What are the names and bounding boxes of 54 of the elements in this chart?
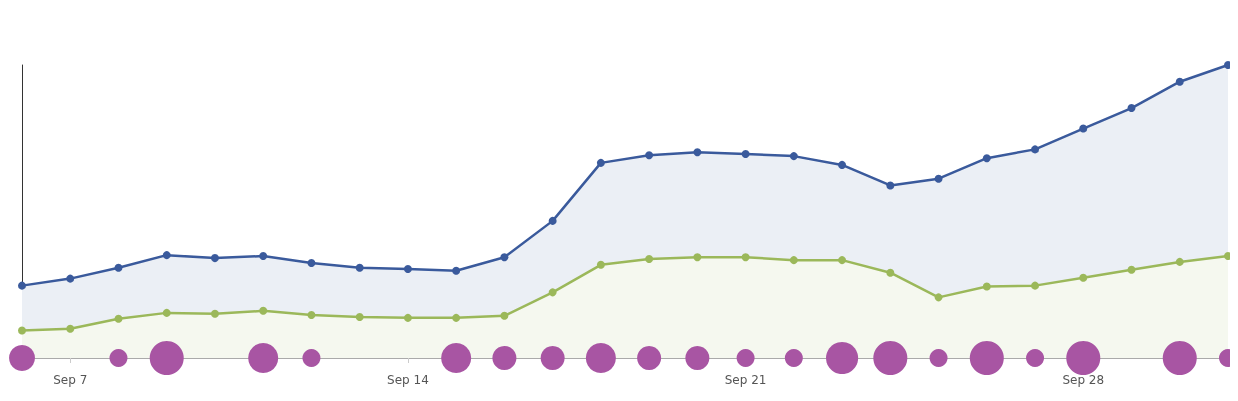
point [210, 309, 219, 318]
x-tick-label: Sep 7 [53, 373, 88, 387]
point [982, 282, 991, 291]
point [66, 274, 75, 283]
point [307, 259, 316, 268]
point [596, 158, 605, 167]
point [162, 308, 171, 317]
point [838, 160, 847, 169]
point [1127, 265, 1136, 274]
point [66, 324, 75, 333]
point [886, 268, 895, 277]
point [693, 253, 702, 262]
point [1175, 257, 1184, 266]
point [307, 310, 316, 319]
point [500, 311, 509, 320]
point [548, 288, 557, 297]
point [596, 260, 605, 269]
point [838, 256, 847, 265]
point [1127, 104, 1136, 113]
point [789, 152, 798, 161]
point [1079, 124, 1088, 133]
point [934, 293, 943, 302]
point [355, 312, 364, 321]
point [114, 314, 123, 323]
point [934, 174, 943, 183]
point [355, 263, 364, 272]
point [403, 313, 412, 322]
point [259, 252, 268, 261]
point [789, 256, 798, 265]
point [452, 266, 461, 275]
point [645, 254, 654, 263]
point [548, 216, 557, 225]
point [1175, 77, 1184, 86]
point [982, 154, 991, 163]
x-tick-label: Sep 28 [1062, 373, 1105, 387]
point [18, 281, 26, 290]
point [1031, 145, 1040, 154]
x-tick-label: Sep 14 [387, 373, 429, 387]
point [500, 253, 509, 262]
x-tick-label: Sep 21 [724, 373, 767, 387]
point [210, 254, 219, 263]
point [259, 306, 268, 315]
point [886, 181, 895, 190]
point [452, 313, 461, 322]
point [1079, 273, 1088, 282]
point [645, 151, 654, 160]
point [18, 326, 26, 335]
point [162, 251, 171, 260]
point [693, 148, 702, 157]
point [114, 263, 123, 272]
point [741, 253, 750, 262]
point [403, 264, 412, 273]
point [1031, 281, 1040, 290]
point [741, 150, 750, 159]
